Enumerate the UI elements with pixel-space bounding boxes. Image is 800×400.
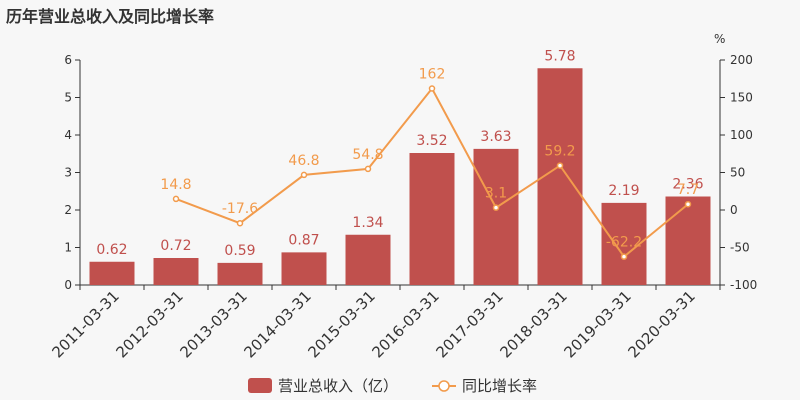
legend-bar-label: 营业总收入（亿） bbox=[278, 377, 398, 395]
growth-value-label: 7.7 bbox=[677, 182, 699, 198]
y-left-tick-label: 1 bbox=[64, 241, 72, 255]
growth-point bbox=[556, 162, 564, 169]
x-tick-label: 2012-03-31 bbox=[112, 287, 186, 361]
y-right-tick-label: -50 bbox=[730, 241, 750, 255]
growth-value-label: 59.2 bbox=[544, 144, 575, 160]
y-left-tick-label: 0 bbox=[64, 278, 72, 292]
x-tick-label: 2018-03-31 bbox=[496, 287, 570, 361]
bar-value-label: 2.36 bbox=[672, 177, 703, 193]
bar bbox=[153, 258, 199, 285]
x-tick-label: 2016-03-31 bbox=[368, 287, 442, 361]
bar-value-label: 0.59 bbox=[224, 243, 255, 259]
growth-point bbox=[364, 165, 372, 173]
y-right-tick-label: 100 bbox=[730, 128, 753, 142]
y-right-tick-label: 50 bbox=[730, 166, 745, 180]
bar-value-label: 5.78 bbox=[544, 48, 575, 64]
growth-point bbox=[492, 204, 500, 211]
x-tick-label: 2013-03-31 bbox=[176, 287, 250, 361]
bar-value-label: 2.19 bbox=[608, 183, 639, 199]
growth-value-label: 14.8 bbox=[160, 177, 191, 193]
y-left-tick-label: 2 bbox=[64, 203, 72, 217]
x-tick-label: 2020-03-31 bbox=[624, 287, 698, 361]
bar bbox=[473, 148, 519, 285]
growth-value-label: 46.8 bbox=[288, 153, 319, 169]
bar-value-label: 3.52 bbox=[416, 133, 447, 149]
growth-point bbox=[428, 85, 436, 92]
legend-line-label: 同比增长率 bbox=[462, 377, 537, 395]
x-tick-label: 2014-03-31 bbox=[240, 287, 314, 361]
growth-value-label: 3.1 bbox=[485, 186, 507, 202]
bar-value-label: 1.34 bbox=[352, 215, 383, 231]
bar-value-label: 0.62 bbox=[96, 242, 127, 258]
growth-point bbox=[620, 253, 628, 260]
y-right-tick-label: 150 bbox=[730, 91, 753, 105]
y-left-tick-label: 6 bbox=[64, 53, 72, 67]
bar bbox=[89, 261, 135, 285]
y-right-tick-label: 200 bbox=[730, 53, 753, 67]
y-left-tick-label: 5 bbox=[64, 91, 72, 105]
x-tick-label: 2019-03-31 bbox=[560, 287, 634, 361]
growth-value-label: -17.6 bbox=[222, 201, 258, 217]
x-tick-label: 2015-03-31 bbox=[304, 287, 378, 361]
growth-value-label: 54.8 bbox=[352, 147, 383, 163]
y-left-tick-label: 4 bbox=[64, 128, 72, 142]
bar-value-label: 0.87 bbox=[288, 232, 319, 248]
growth-point bbox=[172, 195, 180, 203]
growth-point bbox=[300, 171, 308, 179]
y-left-tick-label: 3 bbox=[64, 166, 72, 180]
y-right-unit-label: % bbox=[714, 32, 725, 46]
bar bbox=[665, 196, 711, 285]
growth-point bbox=[236, 219, 244, 227]
bar bbox=[217, 262, 263, 285]
bar bbox=[409, 153, 455, 285]
growth-value-label: -62.2 bbox=[606, 235, 642, 251]
bar bbox=[281, 252, 327, 285]
bar bbox=[345, 234, 391, 285]
legend-bar-swatch bbox=[248, 378, 272, 393]
growth-point bbox=[684, 200, 692, 208]
y-right-tick-label: -100 bbox=[730, 278, 757, 292]
y-right-tick-label: 0 bbox=[730, 203, 738, 217]
legend-line-marker bbox=[438, 380, 450, 392]
chart-title: 历年营业总收入及同比增长率 bbox=[6, 7, 215, 26]
bar-value-label: 0.72 bbox=[160, 238, 191, 254]
bar-value-label: 3.63 bbox=[480, 129, 511, 145]
x-tick-label: 2011-03-31 bbox=[48, 287, 122, 361]
growth-value-label: 162 bbox=[419, 67, 446, 83]
x-tick-label: 2017-03-31 bbox=[432, 287, 506, 361]
